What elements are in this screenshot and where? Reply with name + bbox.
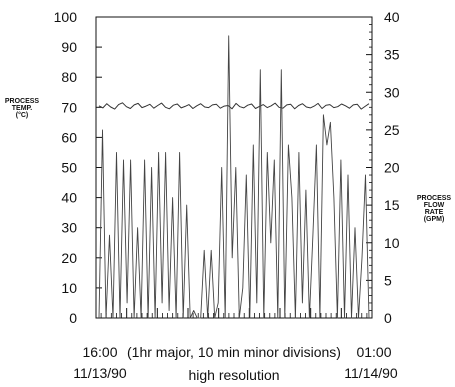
x-start-date: 11/13/90 [73, 365, 127, 381]
axis-title-line: (GPM) [424, 216, 445, 223]
right-tick-label: 0 [384, 310, 392, 326]
x-subtitle: high resolution [188, 367, 279, 383]
axis-title-line: FLOW [424, 202, 445, 209]
left-tick-label: 100 [54, 9, 78, 25]
right-tick-label: 35 [384, 47, 400, 63]
right-tick-label: 25 [384, 122, 400, 138]
left-tick-label: 80 [61, 69, 77, 85]
axis-title-line: TEMP. [12, 105, 33, 112]
flow-rate-series-line [98, 35, 370, 319]
right-tick-label: 5 [384, 272, 392, 288]
axis-title-line: (°C) [16, 111, 29, 119]
right-tick-label: 40 [384, 9, 400, 25]
axis-title-line: PROCESS [417, 195, 452, 202]
temperature-series-line [98, 102, 370, 110]
left-tick-label: 40 [61, 190, 77, 206]
left-tick-label: 70 [61, 99, 77, 115]
right-tick-label: 15 [384, 197, 400, 213]
right-axis-ticks: 40 35 30 25 20 15 10 5 0 [366, 9, 400, 326]
series [98, 35, 370, 319]
left-tick-label: 20 [61, 250, 77, 266]
bottom-axis-ticks [95, 308, 373, 318]
right-tick-label: 20 [384, 160, 400, 176]
axis-title-line: RATE [425, 209, 444, 216]
left-axis-title: PROCESS TEMP. (°C) [5, 98, 40, 119]
x-end-time: 01:00 [356, 344, 391, 360]
left-tick-label: 10 [61, 280, 77, 296]
left-tick-label: 90 [61, 39, 77, 55]
right-tick-label: 10 [384, 235, 400, 251]
left-tick-label: 50 [61, 160, 77, 176]
left-tick-label: 60 [61, 129, 77, 145]
x-note: (1hr major, 10 min minor divisions) [127, 344, 341, 360]
right-axis-title: PROCESS FLOW RATE (GPM) [417, 195, 452, 223]
axis-title-line: PROCESS [5, 98, 40, 105]
x-end-date: 11/14/90 [344, 365, 398, 381]
left-tick-label: 30 [61, 220, 77, 236]
right-tick-label: 30 [384, 84, 400, 100]
plot-frame [95, 16, 373, 319]
left-tick-label: 0 [69, 310, 77, 326]
x-start-time: 16:00 [82, 344, 117, 360]
